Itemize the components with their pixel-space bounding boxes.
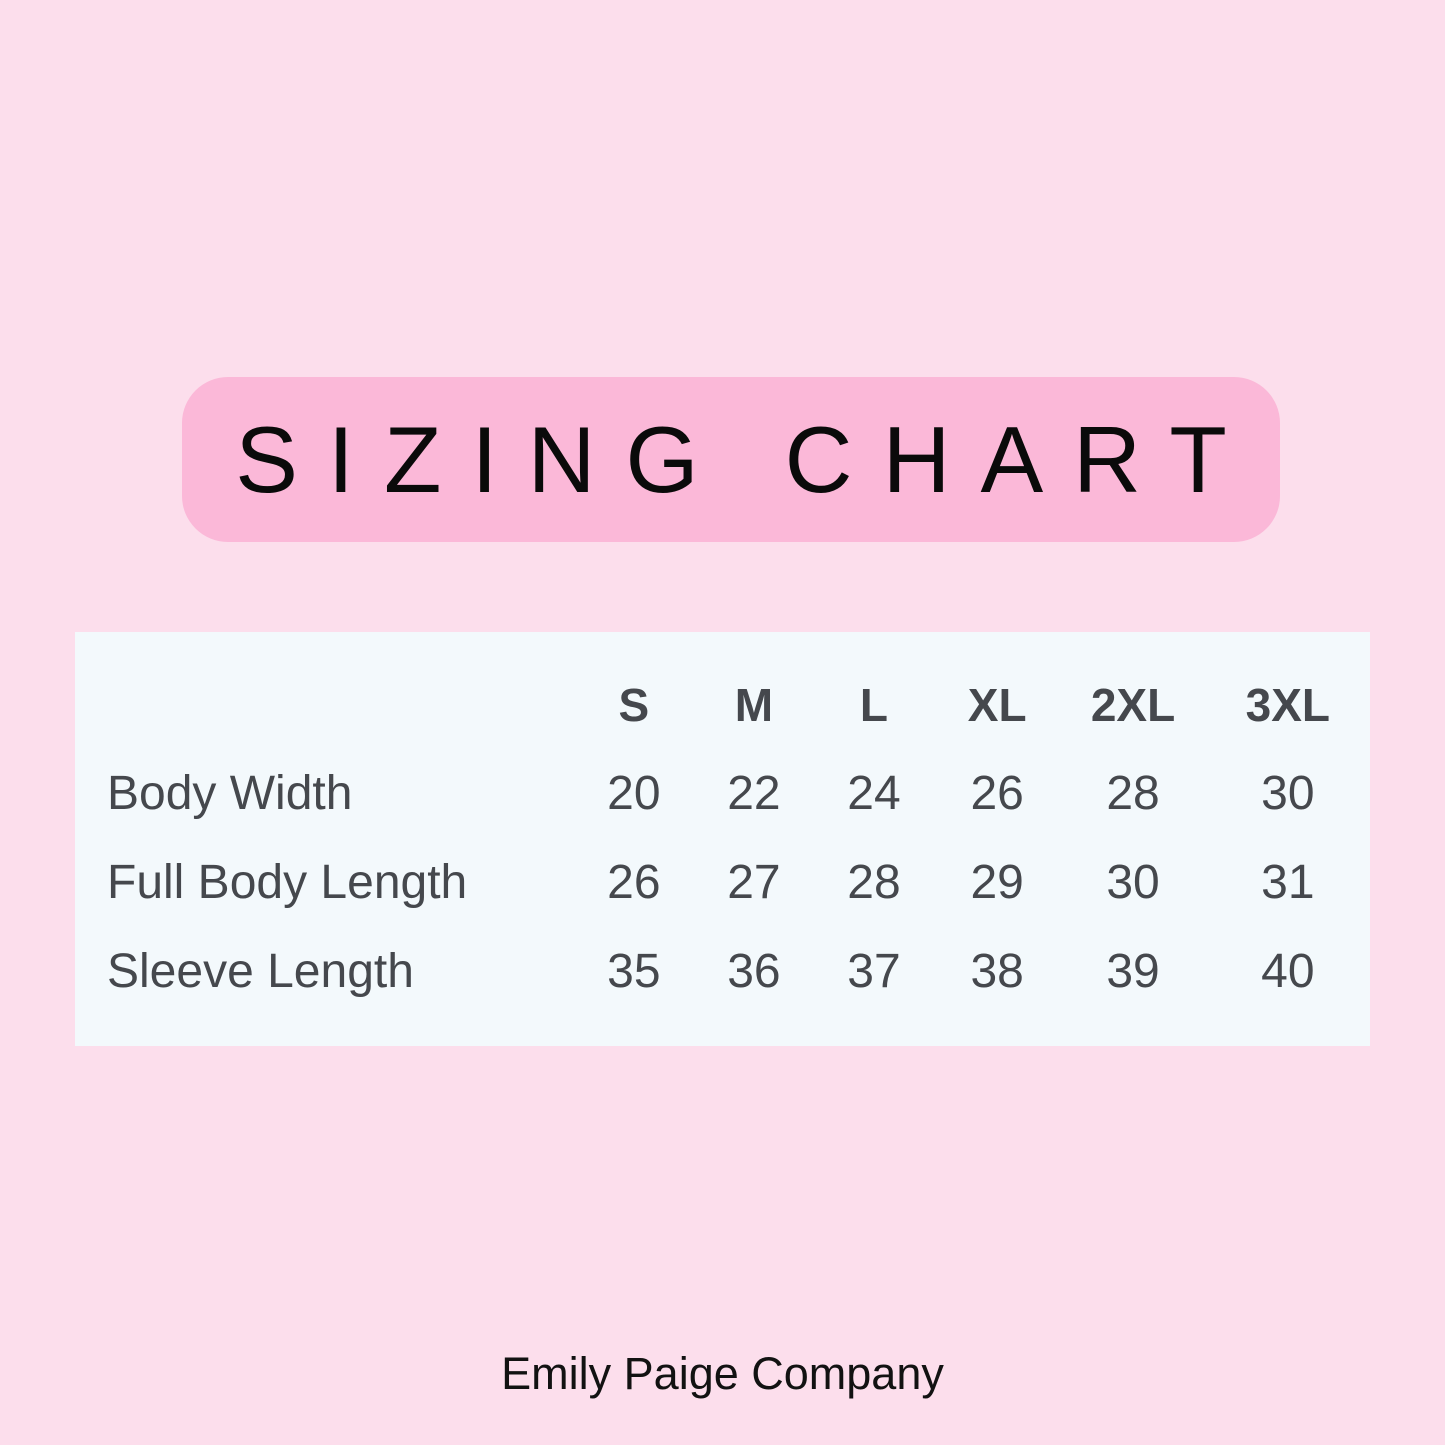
cell-value: 22 — [727, 767, 781, 820]
cell-value: 26 — [970, 767, 1024, 820]
cell-value: 40 — [1261, 945, 1315, 998]
title-pill: SIZING CHART — [182, 377, 1280, 542]
row-label: Full Body Length — [107, 856, 468, 909]
header-size-3xl: 3XL — [1245, 678, 1331, 731]
header-size-m: M — [734, 678, 774, 731]
sizing-table: S M L XL 2XL 3XL Body Width 20 22 24 26 … — [75, 660, 1370, 1016]
table-row-body-width: Body Width 20 22 24 26 28 30 — [75, 749, 1370, 838]
sizing-table-panel: S M L XL 2XL 3XL Body Width 20 22 24 26 … — [75, 632, 1370, 1046]
cell-value: 30 — [1106, 856, 1160, 909]
cell-value: 29 — [970, 856, 1024, 909]
cell-value: 36 — [727, 945, 781, 998]
cell-value: 20 — [607, 767, 661, 820]
cell-value: 28 — [847, 856, 901, 909]
row-label: Body Width — [107, 767, 353, 820]
table-row-full-body-length: Full Body Length 26 27 28 29 30 31 — [75, 838, 1370, 927]
cell-value: 37 — [847, 945, 901, 998]
table-header-row: S M L XL 2XL 3XL — [75, 660, 1370, 749]
cell-value: 27 — [727, 856, 781, 909]
cell-value: 24 — [847, 767, 901, 820]
cell-value: 30 — [1261, 767, 1315, 820]
header-empty-cell — [75, 660, 574, 749]
header-size-2xl: 2XL — [1090, 678, 1176, 731]
table-row-sleeve-length: Sleeve Length 35 36 37 38 39 40 — [75, 927, 1370, 1016]
cell-value: 39 — [1106, 945, 1160, 998]
cell-value: 28 — [1106, 767, 1160, 820]
cell-value: 26 — [607, 856, 661, 909]
page-title: SIZING CHART — [235, 406, 1257, 512]
cell-value: 31 — [1261, 856, 1315, 909]
header-size-s: S — [618, 678, 650, 731]
cell-value: 38 — [970, 945, 1024, 998]
cell-value: 35 — [607, 945, 661, 998]
header-size-xl: XL — [967, 678, 1027, 731]
row-label: Sleeve Length — [107, 945, 414, 998]
header-size-l: L — [859, 678, 888, 731]
company-name: Emily Paige Company — [501, 1348, 944, 1399]
